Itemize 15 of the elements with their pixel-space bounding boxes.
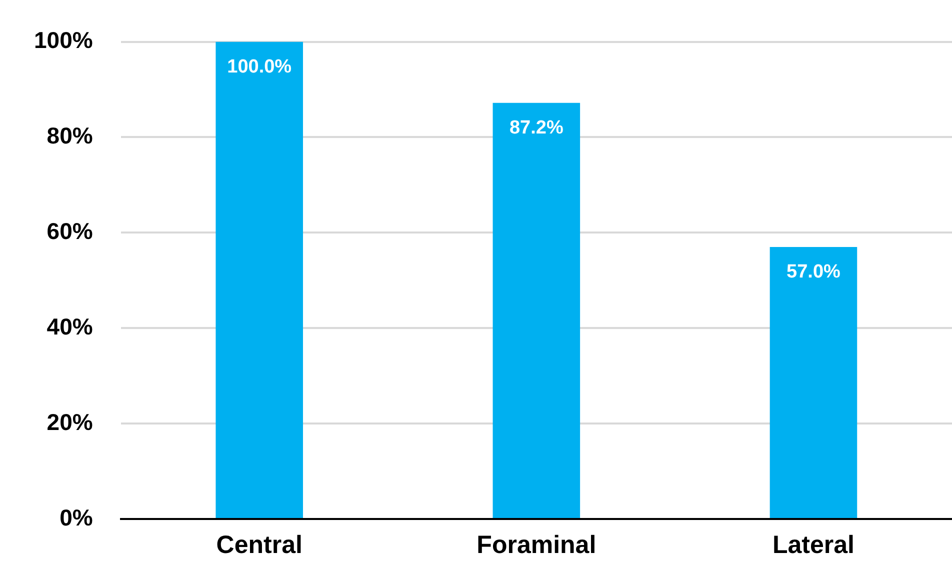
- x-tick-label: Foraminal: [476, 530, 596, 559]
- bar: [770, 246, 858, 518]
- data-label: 87.2%: [509, 118, 564, 139]
- data-label: 57.0%: [786, 262, 841, 283]
- y-tick-label: 0%: [60, 504, 93, 530]
- x-tick-label: Central: [216, 530, 302, 559]
- bar: [492, 102, 580, 518]
- bar: [216, 42, 303, 518]
- data-label: 100.0%: [227, 56, 292, 78]
- y-tick-label: 60%: [46, 218, 93, 244]
- x-tick-label: Lateral: [772, 530, 854, 559]
- y-tick-label: 20%: [46, 408, 93, 435]
- y-tick-label: 40%: [46, 313, 93, 340]
- y-tick-label: 80%: [46, 122, 93, 149]
- y-tick-label: 100%: [34, 27, 93, 54]
